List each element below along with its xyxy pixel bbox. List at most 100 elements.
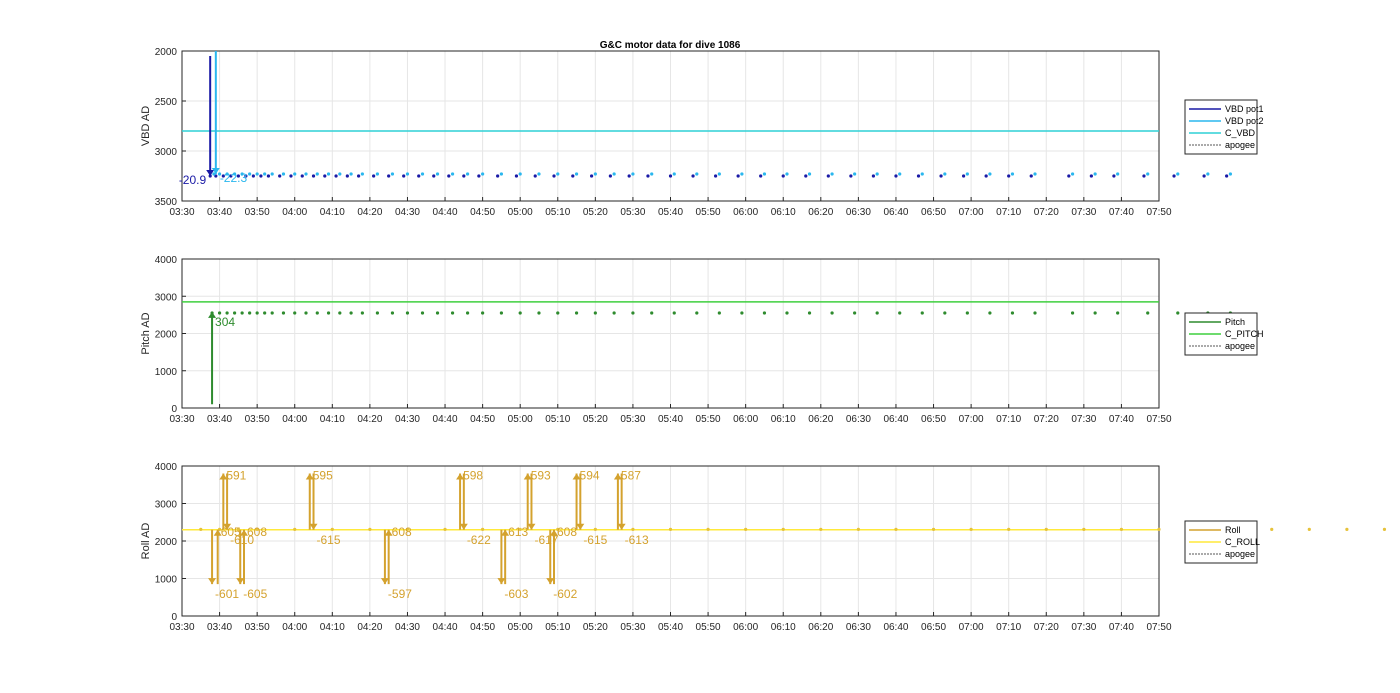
pitch-point (465, 311, 470, 315)
vbd-pot1-point (1067, 174, 1071, 178)
vbd-pot2-point (255, 172, 259, 176)
roll-xtick-label: 05:20 (583, 622, 608, 633)
vbd-ytick-label: 2000 (155, 47, 178, 58)
vbd-pot1-point (372, 174, 376, 178)
pitch-point (574, 311, 579, 315)
pitch-xtick-label: 07:20 (1034, 414, 1059, 425)
vbd-pot2-point (420, 172, 425, 176)
vbd-xtick-label: 04:40 (433, 207, 458, 218)
pitch-xtick-label: 05:10 (545, 414, 570, 425)
vbd-pot2-point (650, 172, 654, 176)
roll-arrow-head (527, 523, 536, 530)
pitch-point (281, 311, 286, 315)
roll-data-label: 613 (508, 525, 528, 539)
vbd-pot1-point (244, 174, 248, 178)
pitch-point (717, 311, 721, 315)
roll-data-label: 594 (580, 469, 600, 483)
vbd-xtick-label: 05:10 (545, 207, 570, 218)
pitch-point (375, 311, 379, 315)
roll-data-label: -601 (215, 587, 239, 601)
roll-point (1007, 527, 1011, 531)
vbd-pot1-point (477, 174, 481, 178)
roll-xtick-label: 03:50 (245, 622, 270, 633)
pitch-arrow-head (208, 311, 217, 318)
pitch-xtick-label: 06:20 (808, 414, 833, 425)
pitch-ytick-label: 0 (171, 404, 177, 415)
roll-point (969, 527, 973, 531)
pitch-xtick-label: 07:40 (1109, 414, 1134, 425)
pitch-point (807, 311, 812, 315)
vbd-legend-label: VBD pot1 (1225, 104, 1264, 114)
vbd-xtick-label: 06:50 (921, 207, 946, 218)
roll-xtick-label: 05:00 (508, 622, 533, 633)
vbd-pot1-point (311, 174, 316, 178)
roll-xtick-label: 07:00 (959, 622, 984, 633)
pitch-xtick-label: 04:50 (470, 414, 495, 425)
pitch-point (537, 311, 541, 315)
vbd-pot2-point (1176, 172, 1180, 176)
pitch-point (435, 311, 440, 315)
roll-arrow-head (219, 473, 228, 480)
roll-point (481, 527, 485, 531)
vbd-pot2-point (612, 172, 616, 176)
roll-ytick-label: 2000 (155, 537, 178, 548)
vbd-pot1-point (496, 174, 500, 178)
vbd-xtick-label: 05:00 (508, 207, 533, 218)
roll-point (631, 527, 635, 531)
roll-data-label: -617 (534, 533, 558, 547)
vbd-pot2-point (360, 172, 364, 176)
roll-xtick-label: 05:50 (696, 622, 721, 633)
vbd-pot2-point (672, 172, 676, 176)
roll-point (1270, 527, 1274, 531)
pitch-data-label: 304 (215, 315, 235, 329)
roll-point (781, 527, 785, 531)
roll-point (894, 527, 898, 531)
vbd-pot1-point (1202, 174, 1206, 178)
vbd-pot1-point (236, 174, 240, 178)
vbd-pot1-point (894, 174, 898, 178)
pitch-ytick-label: 2000 (155, 330, 178, 341)
vbd-ytick-label: 3000 (155, 147, 178, 158)
vbd-pot2-point (499, 172, 504, 176)
vbd-pot1-point (871, 174, 876, 178)
roll-xtick-label: 04:10 (320, 622, 345, 633)
roll-arrow-head (576, 523, 585, 530)
roll-data-label: -615 (317, 533, 341, 547)
vbd-pot1-point (1225, 174, 1229, 178)
pitch-point (672, 311, 676, 315)
vbd-pot1-point (939, 174, 943, 178)
vbd-pot2-point (695, 172, 699, 176)
pitch-point (499, 311, 504, 315)
vbd-xtick-label: 06:10 (771, 207, 796, 218)
pitch-xtick-label: 04:20 (357, 414, 382, 425)
roll-arrow-head (546, 578, 555, 585)
vbd-pot1-point (462, 174, 466, 178)
vbd-pot2-point (1033, 172, 1037, 176)
vbd-xtick-label: 06:00 (733, 207, 758, 218)
pitch-xtick-label: 03:40 (207, 414, 232, 425)
roll-point (1345, 527, 1349, 531)
vbd-pot1-point (1007, 174, 1011, 178)
roll-data-label: 608 (392, 525, 412, 539)
pitch-point (1033, 311, 1037, 315)
roll-point (199, 527, 203, 531)
vbd-pot2-point (988, 172, 992, 176)
pitch-xtick-label: 06:30 (846, 414, 871, 425)
pitch-xtick-label: 07:00 (959, 414, 984, 425)
roll-point (1119, 527, 1124, 531)
pitch-point (390, 311, 395, 315)
vbd-pot2-point (315, 172, 319, 176)
roll-point (931, 527, 936, 531)
pitch-xtick-label: 06:40 (883, 414, 908, 425)
roll-data-label: 598 (463, 469, 483, 483)
pitch-point (263, 311, 267, 315)
vbd-xtick-label: 05:20 (583, 207, 608, 218)
pitch-point (450, 311, 455, 315)
vbd-pot2-point (481, 172, 485, 176)
vbd-pot1-point (259, 174, 263, 178)
vbd-pot2-point (556, 172, 560, 176)
vbd-pot1-point (713, 174, 718, 178)
vbd-pot1-point (266, 174, 271, 178)
pitch-xtick-label: 04:40 (433, 414, 458, 425)
pitch-point (740, 311, 744, 315)
